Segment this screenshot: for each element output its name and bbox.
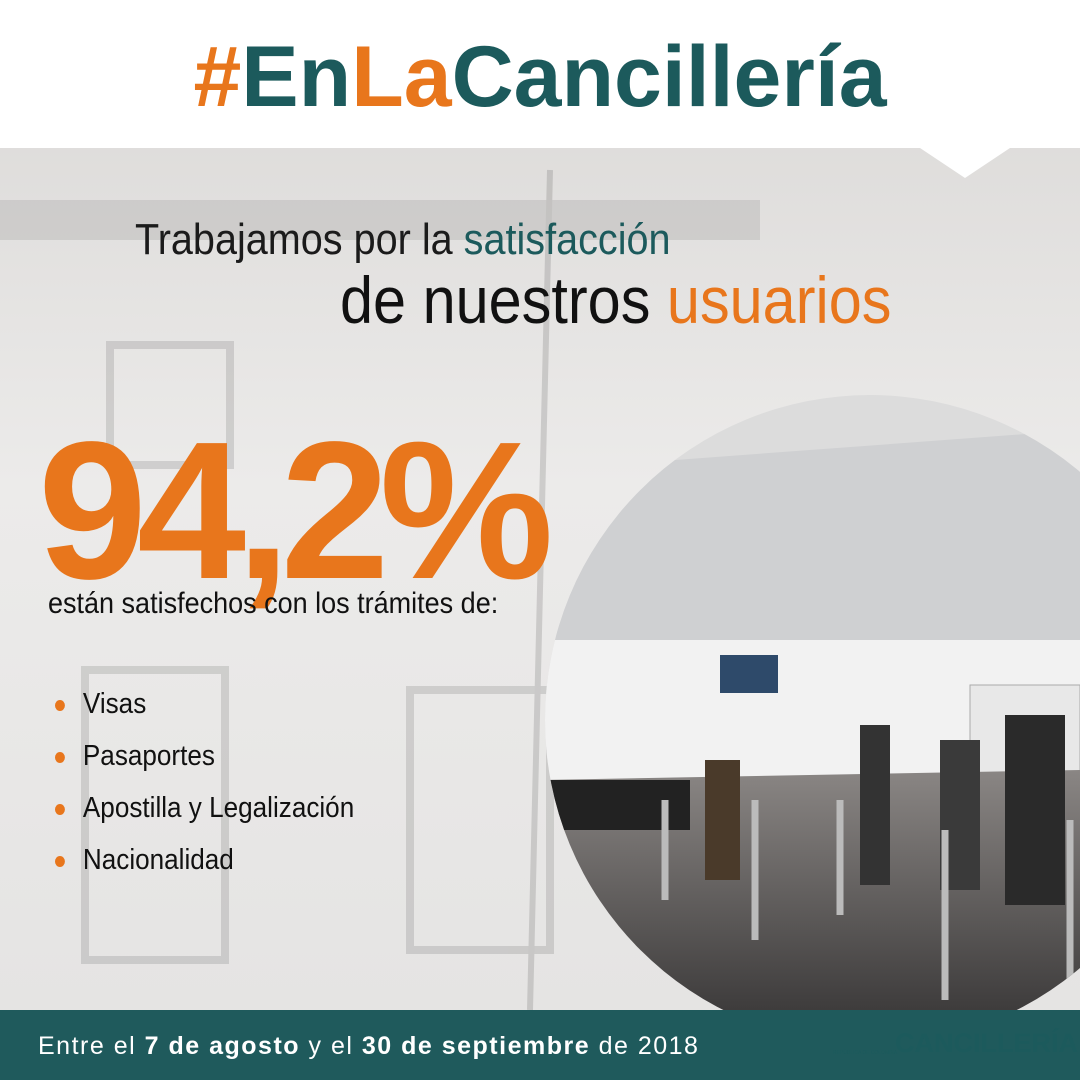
date-bold: 7 de agosto	[144, 1032, 301, 1060]
hashtag: #EnLaCancillería	[0, 28, 1080, 127]
hashtag-part: La	[351, 29, 452, 125]
headline-text: de nuestros	[340, 263, 651, 337]
date-text: Entre el	[38, 1032, 137, 1060]
list-item: Nacionalidad	[55, 844, 234, 877]
list-item: Apostilla y Legalización	[55, 792, 354, 825]
office-photo	[545, 395, 1080, 1010]
headline-highlight: satisfacción	[463, 215, 671, 264]
date-bold: 30 de septiembre	[361, 1032, 591, 1060]
footer-bar	[0, 1010, 1080, 1080]
date-text: y el	[308, 1032, 354, 1060]
headline-line: de nuestros usuarios	[340, 262, 891, 338]
date-range: Entre el 7 de agosto y el 30 de septiemb…	[38, 1032, 699, 1061]
list-item: Pasaportes	[55, 740, 215, 773]
stat-caption: están satisfechos con los trámites de:	[48, 587, 499, 620]
seal-text: REPÚBLICA DE COLOMBIA	[833, 1050, 898, 1056]
headline-line: Trabajamos por la satisfacción	[135, 215, 671, 265]
hash: #	[193, 29, 242, 125]
hashtag-part: En	[241, 29, 352, 125]
logo-text: CANCILLERÍA	[895, 1028, 1078, 1058]
hashtag-part: Cancillería	[451, 29, 887, 125]
headline-text: Trabajamos por la	[135, 215, 453, 264]
date-text: de 2018	[598, 1032, 700, 1060]
stat-value: 94,2%	[38, 401, 554, 620]
headline-highlight: usuarios	[666, 263, 892, 337]
list-item: Visas	[55, 688, 146, 721]
